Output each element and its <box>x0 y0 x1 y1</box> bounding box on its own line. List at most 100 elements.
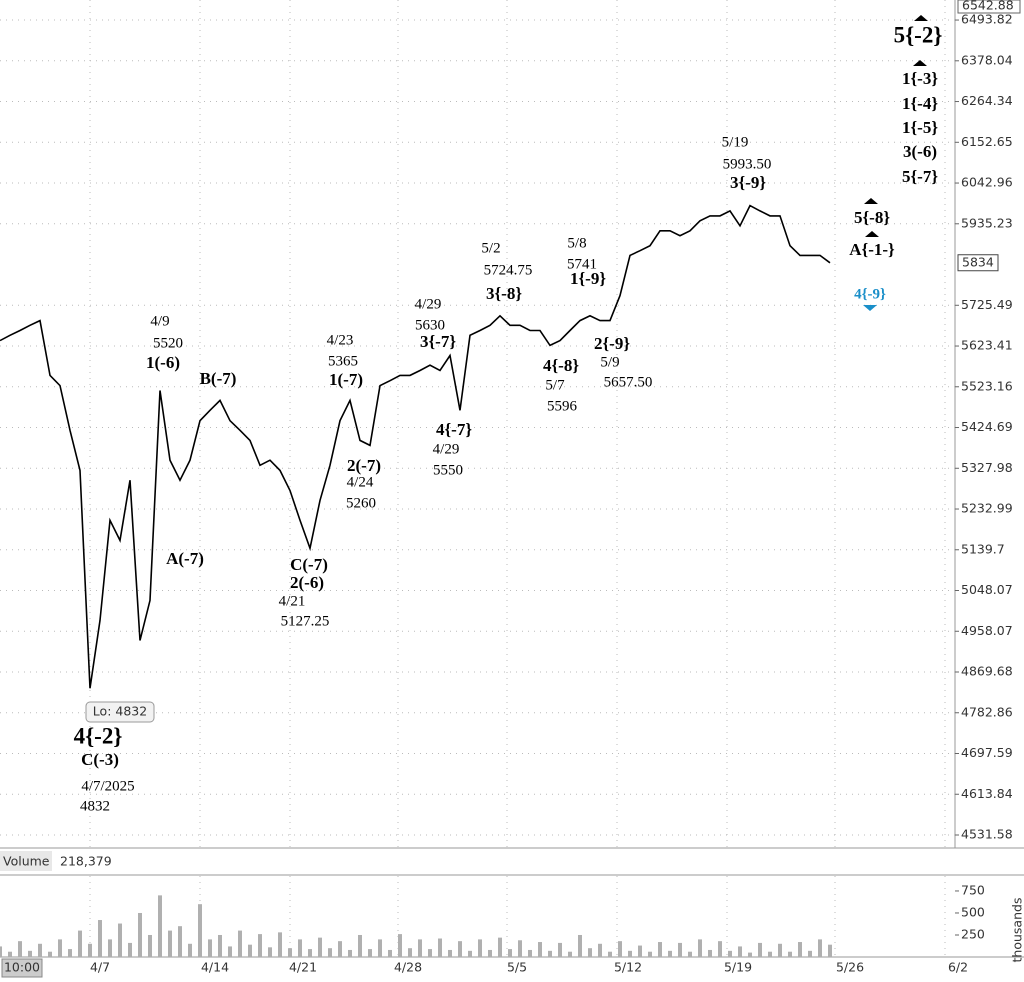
wave-label: B(-7) <box>200 369 237 388</box>
wave-label: 5657.50 <box>604 374 653 390</box>
volume-bar <box>318 937 322 957</box>
y-tick-label: 6493.82 <box>961 12 1013 27</box>
wave-label: 4/29 <box>433 441 460 457</box>
volume-bar <box>678 942 682 957</box>
volume-bar <box>708 949 712 957</box>
volume-bar <box>238 930 242 957</box>
volume-bar <box>8 951 12 957</box>
y-tick-label: 5424.69 <box>961 419 1013 434</box>
x-tick-label: 5/19 <box>724 960 752 975</box>
volume-bar <box>818 939 822 957</box>
wave-label: 3{-9} <box>730 173 766 192</box>
volume-bar <box>498 937 502 957</box>
wave-label: 1{-5} <box>902 118 938 137</box>
volume-bar <box>38 943 42 957</box>
volume-bar <box>108 939 112 957</box>
wave-label: 5520 <box>153 335 183 351</box>
wave-label: 2{-9} <box>594 334 630 353</box>
last-price-box <box>957 254 999 272</box>
volume-bar <box>488 949 492 957</box>
wave-label: 3{-7} <box>420 332 456 351</box>
volume-bar <box>778 943 782 957</box>
volume-bar <box>788 951 792 957</box>
volume-bar <box>28 950 32 957</box>
volume-label: Volume <box>3 854 50 869</box>
volume-bar <box>218 934 222 957</box>
time-box <box>1 958 43 978</box>
wave-label: 5365 <box>328 353 358 369</box>
wave-label: 5/2 <box>481 240 500 256</box>
volume-bar <box>158 895 162 957</box>
volume-bar <box>68 949 72 957</box>
wave-label: 5/7 <box>545 377 565 393</box>
x-tick-label: 4/7 <box>90 960 110 975</box>
volume-bar <box>58 939 62 957</box>
volume-bar <box>408 948 412 957</box>
top-price-box <box>957 0 1021 14</box>
wave-label: 1(-6) <box>146 353 180 372</box>
volume-bar <box>268 947 272 957</box>
volume-bar <box>388 949 392 957</box>
volume-bar <box>128 942 132 957</box>
wave-label: 4/21 <box>279 593 306 609</box>
volume-bar <box>468 950 472 957</box>
y-tick-label: 4697.59 <box>961 745 1013 760</box>
volume-bar <box>328 948 332 957</box>
wave-label: 4/29 <box>415 296 442 312</box>
volume-bar <box>698 939 702 957</box>
wave-label: 3{-8} <box>486 284 522 303</box>
marker-triangle <box>863 305 877 311</box>
volume-bar <box>248 944 252 957</box>
volume-bar <box>188 943 192 957</box>
wave-label: 1(-7) <box>329 370 363 389</box>
wave-label: 5/19 <box>722 134 749 150</box>
volume-bar <box>78 930 82 957</box>
wave-label: 4{-8} <box>543 356 579 375</box>
volume-bar <box>658 942 662 957</box>
wave-label: C(-3) <box>81 750 119 769</box>
y-tick-label: 4531.58 <box>961 827 1013 842</box>
wave-label: 5550 <box>433 462 463 478</box>
x-tick-label: 4/28 <box>394 960 422 975</box>
volume-bar <box>578 934 582 957</box>
volume-bar <box>538 942 542 957</box>
wave-label: 5596 <box>547 398 578 414</box>
volume-bar <box>198 904 202 957</box>
y-tick-label: 5523.16 <box>961 378 1013 393</box>
volume-bar <box>508 949 512 957</box>
wave-label: 4/24 <box>347 474 374 490</box>
volume-bar <box>628 950 632 957</box>
volume-bar <box>638 945 642 957</box>
y-tick-label: 4782.86 <box>961 704 1013 719</box>
wave-label: 4{-7} <box>436 420 472 439</box>
volume-bar <box>798 942 802 957</box>
volume-bar <box>398 934 402 957</box>
volume-bar <box>668 950 672 957</box>
y-tick-label: 6152.65 <box>961 134 1013 149</box>
volume-bar <box>138 912 142 957</box>
y-tick-label: 6378.04 <box>961 52 1013 67</box>
wave-label: 5630 <box>415 317 445 333</box>
volume-tick-label: 500 <box>961 904 985 919</box>
wave-label: 4{-9} <box>854 286 886 302</box>
marker-triangle <box>865 231 879 237</box>
low-callout-text: Lo: 4832 <box>93 704 147 719</box>
volume-bar <box>458 941 462 957</box>
volume-bar <box>378 939 382 957</box>
wave-label: 4/7/2025 <box>81 778 134 794</box>
volume-bar <box>228 946 232 957</box>
x-tick-label: 5/26 <box>836 960 864 975</box>
volume-bar <box>728 950 732 957</box>
volume-bar <box>278 932 282 957</box>
volume-bar <box>448 949 452 957</box>
wave-label: 1{-3} <box>902 69 938 88</box>
x-tick-label: 5/12 <box>614 960 642 975</box>
volume-bar <box>168 930 172 957</box>
volume-bar <box>738 946 742 957</box>
wave-label: A{-1-} <box>849 240 895 259</box>
volume-bar <box>548 950 552 957</box>
volume-bar <box>648 951 652 957</box>
volume-bar <box>118 923 122 957</box>
wave-label: 1{-4} <box>902 94 938 113</box>
